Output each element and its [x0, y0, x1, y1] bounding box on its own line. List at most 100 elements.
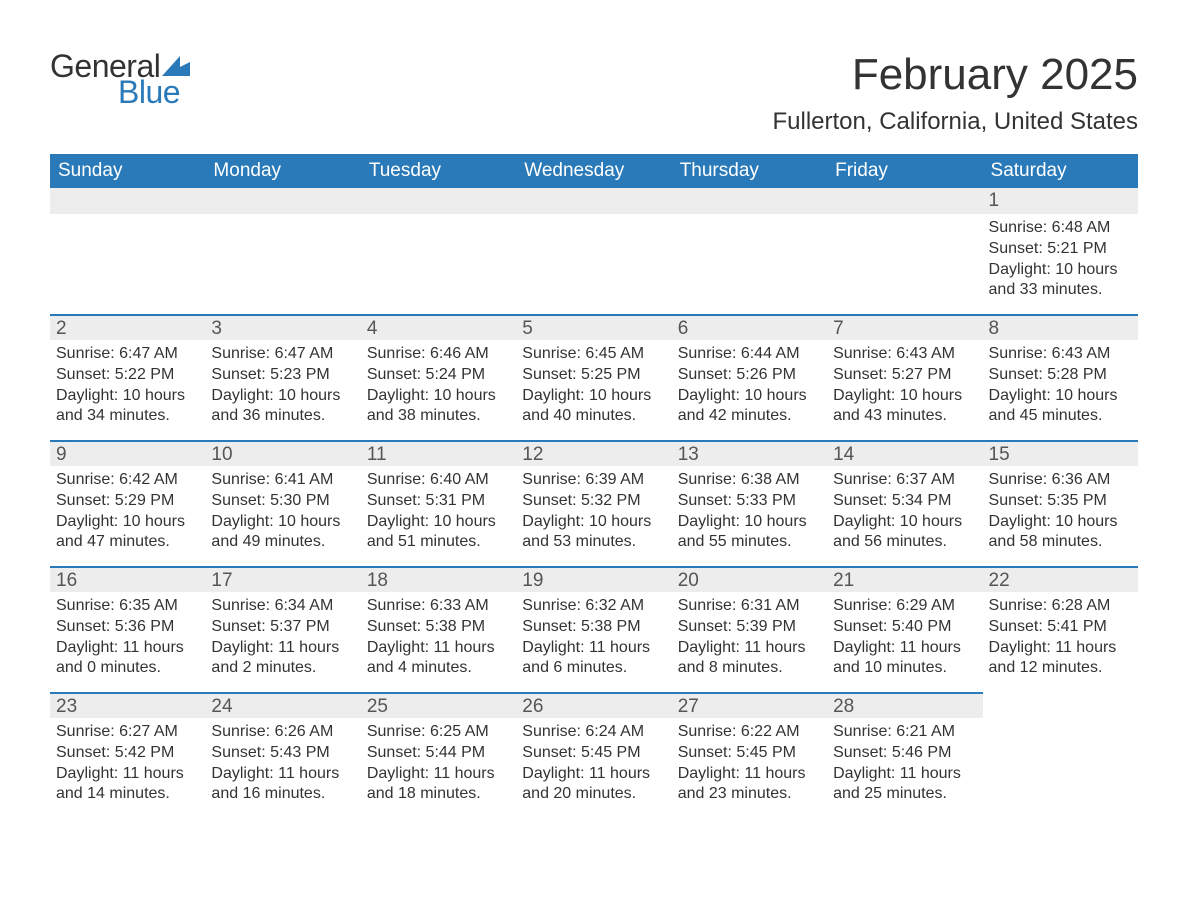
- day-cell: 22Sunrise: 6:28 AMSunset: 5:41 PMDayligh…: [983, 566, 1138, 692]
- day-cell: 7Sunrise: 6:43 AMSunset: 5:27 PMDaylight…: [827, 314, 982, 440]
- day-body: Sunrise: 6:25 AMSunset: 5:44 PMDaylight:…: [361, 718, 516, 815]
- day-number: 17: [205, 566, 360, 592]
- day-number: 21: [827, 566, 982, 592]
- sunrise-text: Sunrise: 6:47 AM: [56, 344, 199, 365]
- day-number: 5: [516, 314, 671, 340]
- daylight-text: Daylight: 11 hours and 4 minutes.: [367, 638, 510, 680]
- day-body: Sunrise: 6:31 AMSunset: 5:39 PMDaylight:…: [672, 592, 827, 689]
- day-cell: [50, 188, 205, 314]
- day-cell: 25Sunrise: 6:25 AMSunset: 5:44 PMDayligh…: [361, 692, 516, 818]
- daylight-text: Daylight: 10 hours and 53 minutes.: [522, 512, 665, 554]
- week-row: 23Sunrise: 6:27 AMSunset: 5:42 PMDayligh…: [50, 692, 1138, 818]
- sunset-text: Sunset: 5:38 PM: [522, 617, 665, 638]
- day-number: 3: [205, 314, 360, 340]
- day-number: 2: [50, 314, 205, 340]
- daylight-text: Daylight: 11 hours and 12 minutes.: [989, 638, 1132, 680]
- daylight-text: Daylight: 11 hours and 18 minutes.: [367, 764, 510, 806]
- day-number: 16: [50, 566, 205, 592]
- day-number: 14: [827, 440, 982, 466]
- sunset-text: Sunset: 5:41 PM: [989, 617, 1132, 638]
- sunset-text: Sunset: 5:21 PM: [989, 239, 1132, 260]
- day-cell: 24Sunrise: 6:26 AMSunset: 5:43 PMDayligh…: [205, 692, 360, 818]
- day-body: Sunrise: 6:24 AMSunset: 5:45 PMDaylight:…: [516, 718, 671, 815]
- day-body: Sunrise: 6:44 AMSunset: 5:26 PMDaylight:…: [672, 340, 827, 437]
- sunset-text: Sunset: 5:43 PM: [211, 743, 354, 764]
- day-cell: 19Sunrise: 6:32 AMSunset: 5:38 PMDayligh…: [516, 566, 671, 692]
- daylight-text: Daylight: 11 hours and 25 minutes.: [833, 764, 976, 806]
- sunset-text: Sunset: 5:34 PM: [833, 491, 976, 512]
- day-cell: [827, 188, 982, 314]
- daylight-text: Daylight: 10 hours and 43 minutes.: [833, 386, 976, 428]
- day-number: 13: [672, 440, 827, 466]
- day-cell: 16Sunrise: 6:35 AMSunset: 5:36 PMDayligh…: [50, 566, 205, 692]
- day-body: Sunrise: 6:43 AMSunset: 5:28 PMDaylight:…: [983, 340, 1138, 437]
- day-body: [983, 718, 1138, 812]
- day-body: Sunrise: 6:43 AMSunset: 5:27 PMDaylight:…: [827, 340, 982, 437]
- flag-icon: [162, 56, 190, 76]
- day-number: 18: [361, 566, 516, 592]
- sunset-text: Sunset: 5:38 PM: [367, 617, 510, 638]
- daylight-text: Daylight: 11 hours and 20 minutes.: [522, 764, 665, 806]
- day-cell: [516, 188, 671, 314]
- weekday-label: Thursday: [672, 154, 827, 188]
- day-body: Sunrise: 6:47 AMSunset: 5:23 PMDaylight:…: [205, 340, 360, 437]
- day-body: [672, 214, 827, 308]
- day-body: Sunrise: 6:32 AMSunset: 5:38 PMDaylight:…: [516, 592, 671, 689]
- sunrise-text: Sunrise: 6:43 AM: [989, 344, 1132, 365]
- week-row: 16Sunrise: 6:35 AMSunset: 5:36 PMDayligh…: [50, 566, 1138, 692]
- day-body: Sunrise: 6:47 AMSunset: 5:22 PMDaylight:…: [50, 340, 205, 437]
- sunset-text: Sunset: 5:28 PM: [989, 365, 1132, 386]
- sunset-text: Sunset: 5:46 PM: [833, 743, 976, 764]
- day-cell: 26Sunrise: 6:24 AMSunset: 5:45 PMDayligh…: [516, 692, 671, 818]
- daylight-text: Daylight: 11 hours and 8 minutes.: [678, 638, 821, 680]
- sunset-text: Sunset: 5:32 PM: [522, 491, 665, 512]
- day-body: Sunrise: 6:36 AMSunset: 5:35 PMDaylight:…: [983, 466, 1138, 563]
- day-cell: [361, 188, 516, 314]
- day-number: 10: [205, 440, 360, 466]
- sunrise-text: Sunrise: 6:40 AM: [367, 470, 510, 491]
- daylight-text: Daylight: 11 hours and 6 minutes.: [522, 638, 665, 680]
- daylight-text: Daylight: 10 hours and 40 minutes.: [522, 386, 665, 428]
- day-number: 19: [516, 566, 671, 592]
- day-cell: [205, 188, 360, 314]
- week-row: 2Sunrise: 6:47 AMSunset: 5:22 PMDaylight…: [50, 314, 1138, 440]
- daylight-text: Daylight: 10 hours and 56 minutes.: [833, 512, 976, 554]
- day-number: [205, 188, 360, 214]
- sunset-text: Sunset: 5:36 PM: [56, 617, 199, 638]
- sunset-text: Sunset: 5:24 PM: [367, 365, 510, 386]
- day-body: Sunrise: 6:41 AMSunset: 5:30 PMDaylight:…: [205, 466, 360, 563]
- weeks-container: 1Sunrise: 6:48 AMSunset: 5:21 PMDaylight…: [50, 188, 1138, 818]
- day-number: 25: [361, 692, 516, 718]
- day-body: Sunrise: 6:39 AMSunset: 5:32 PMDaylight:…: [516, 466, 671, 563]
- daylight-text: Daylight: 10 hours and 38 minutes.: [367, 386, 510, 428]
- sunrise-text: Sunrise: 6:39 AM: [522, 470, 665, 491]
- title-block: February 2025 Fullerton, California, Uni…: [772, 50, 1138, 136]
- sunrise-text: Sunrise: 6:38 AM: [678, 470, 821, 491]
- day-cell: 4Sunrise: 6:46 AMSunset: 5:24 PMDaylight…: [361, 314, 516, 440]
- day-cell: 10Sunrise: 6:41 AMSunset: 5:30 PMDayligh…: [205, 440, 360, 566]
- day-cell: 17Sunrise: 6:34 AMSunset: 5:37 PMDayligh…: [205, 566, 360, 692]
- day-body: Sunrise: 6:46 AMSunset: 5:24 PMDaylight:…: [361, 340, 516, 437]
- day-body: [205, 214, 360, 308]
- week-row: 1Sunrise: 6:48 AMSunset: 5:21 PMDaylight…: [50, 188, 1138, 314]
- day-cell: 14Sunrise: 6:37 AMSunset: 5:34 PMDayligh…: [827, 440, 982, 566]
- daylight-text: Daylight: 10 hours and 34 minutes.: [56, 386, 199, 428]
- day-cell: 1Sunrise: 6:48 AMSunset: 5:21 PMDaylight…: [983, 188, 1138, 314]
- day-number: 8: [983, 314, 1138, 340]
- day-number: 20: [672, 566, 827, 592]
- day-number: 24: [205, 692, 360, 718]
- weekday-label: Friday: [827, 154, 982, 188]
- sunset-text: Sunset: 5:42 PM: [56, 743, 199, 764]
- day-body: Sunrise: 6:27 AMSunset: 5:42 PMDaylight:…: [50, 718, 205, 815]
- day-cell: 12Sunrise: 6:39 AMSunset: 5:32 PMDayligh…: [516, 440, 671, 566]
- day-cell: 9Sunrise: 6:42 AMSunset: 5:29 PMDaylight…: [50, 440, 205, 566]
- day-cell: 18Sunrise: 6:33 AMSunset: 5:38 PMDayligh…: [361, 566, 516, 692]
- day-cell: 21Sunrise: 6:29 AMSunset: 5:40 PMDayligh…: [827, 566, 982, 692]
- daylight-text: Daylight: 10 hours and 47 minutes.: [56, 512, 199, 554]
- sunrise-text: Sunrise: 6:29 AM: [833, 596, 976, 617]
- daylight-text: Daylight: 11 hours and 0 minutes.: [56, 638, 199, 680]
- day-body: Sunrise: 6:28 AMSunset: 5:41 PMDaylight:…: [983, 592, 1138, 689]
- day-number: 26: [516, 692, 671, 718]
- daylight-text: Daylight: 11 hours and 14 minutes.: [56, 764, 199, 806]
- day-number: 9: [50, 440, 205, 466]
